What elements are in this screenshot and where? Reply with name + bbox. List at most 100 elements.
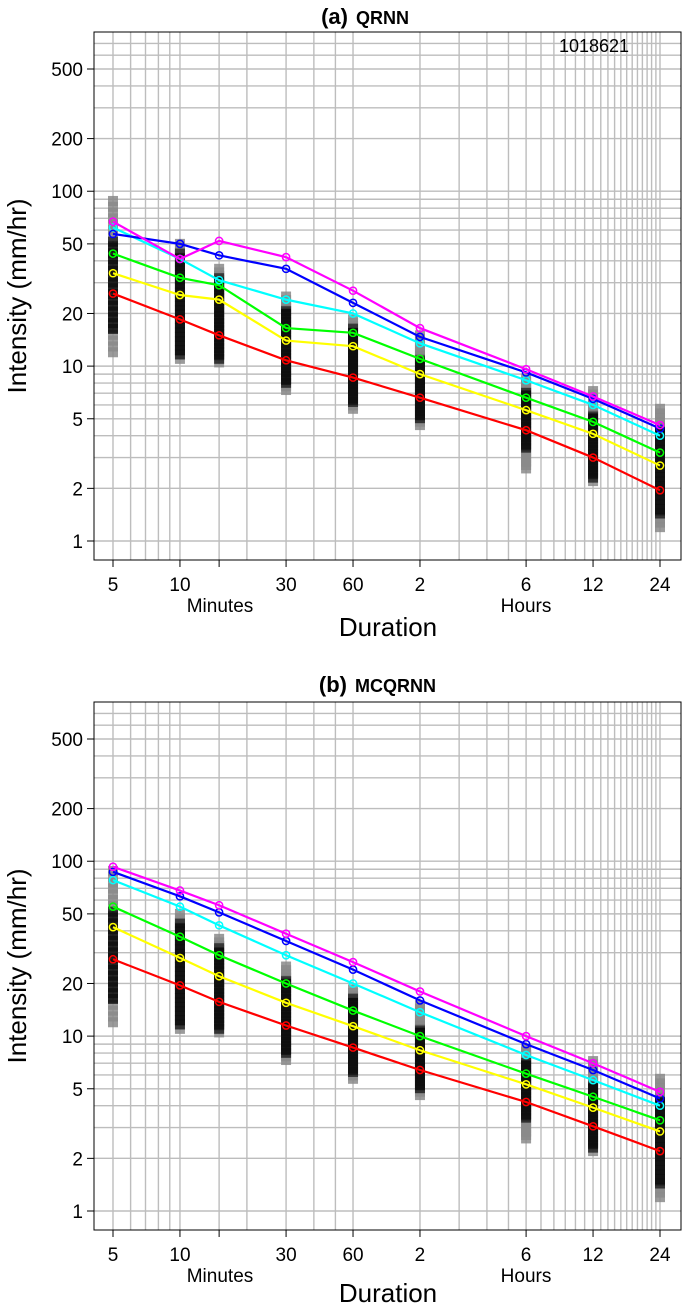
- x-tick-label: 2: [415, 1245, 426, 1266]
- x-tick-label: 60: [342, 575, 363, 596]
- series-point-quantile-1: [281, 355, 291, 365]
- observation-marker: [174, 908, 185, 919]
- series-point-quantile-4: [521, 1050, 531, 1060]
- observations-b: [108, 865, 665, 1203]
- observation-band: [414, 355, 425, 421]
- observation-band: [174, 248, 185, 356]
- x-tick-label: 60: [342, 1245, 363, 1266]
- series-point-quantile-3: [214, 280, 224, 290]
- observation-band: [588, 1081, 599, 1148]
- x-tick-label: 10: [169, 575, 190, 596]
- series-line-quantile-3: [112, 252, 661, 454]
- observation-marker: [521, 373, 532, 384]
- series-point-quantile-3: [348, 1006, 358, 1015]
- series-point-quantile-1: [521, 1097, 531, 1107]
- series-point-quantile-6: [281, 929, 291, 939]
- series-point-quantile-3: [281, 979, 291, 988]
- series-line-quantile-4: [112, 879, 661, 1107]
- series-point-quantile-5: [108, 867, 118, 877]
- x-tick-label: 6: [521, 1245, 532, 1266]
- series-point-quantile-6: [521, 1031, 531, 1041]
- x-tick-labels-b: 5 10 30 60 2 6 12 24: [108, 1230, 671, 1266]
- series-line-quantile-1: [112, 292, 661, 492]
- series-point-quantile-2: [415, 1045, 425, 1055]
- observation-marker: [348, 984, 359, 995]
- observation-marker: [108, 207, 118, 218]
- series-point-quantile-3: [415, 1031, 425, 1041]
- x-tick-labels-a: 5 10 30 60 2 6 12 24: [108, 560, 671, 596]
- observation-marker: [108, 230, 118, 241]
- series-point-quantile-4: [175, 902, 185, 911]
- y-tick-labels-b: 1 2 5 10 20 50 100 200 500: [51, 730, 94, 1223]
- y-tick-label: 10: [62, 1027, 83, 1048]
- y-tick-label: 5: [72, 1080, 83, 1101]
- series-line-quantile-6: [112, 220, 661, 427]
- observation-band: [414, 1025, 425, 1091]
- series-point-quantile-2: [655, 1127, 665, 1136]
- series-point-quantile-3: [588, 1092, 598, 1102]
- plot-frame-a: [93, 31, 682, 561]
- observation-band: [281, 976, 292, 1055]
- observation-band: [521, 387, 532, 451]
- observation-band: [655, 1096, 665, 1186]
- series-point-quantile-6: [175, 886, 185, 895]
- x-unit-minutes-a: Minutes: [187, 596, 254, 617]
- observation-band: [348, 323, 359, 405]
- chart-title-b: MCQRNN: [355, 676, 436, 696]
- series-point-quantile-2: [108, 922, 118, 932]
- observation-band: [281, 306, 292, 385]
- observation-band: [108, 906, 118, 1003]
- observation-marker: [414, 1000, 425, 1011]
- y-tick-label: 50: [62, 235, 83, 256]
- observation-marker: [108, 341, 118, 352]
- chart-title-a: QRNN: [356, 8, 409, 28]
- series-point-quantile-2: [108, 268, 118, 278]
- x-tick-label: 12: [582, 575, 603, 596]
- series-point-quantile-3: [588, 417, 598, 427]
- series-point-quantile-2: [348, 341, 358, 351]
- observation-marker: [108, 889, 118, 900]
- series-point-quantile-3: [521, 393, 531, 403]
- series-point-quantile-2: [588, 429, 598, 439]
- x-tick-label: 30: [276, 1245, 297, 1266]
- observation-marker: [108, 329, 118, 340]
- series-point-quantile-3: [348, 328, 358, 338]
- observation-marker: [108, 1005, 118, 1016]
- series-point-quantile-1: [348, 373, 358, 382]
- observation-marker: [108, 195, 118, 206]
- series-point-quantile-3: [655, 1115, 665, 1125]
- series-point-quantile-1: [348, 1043, 358, 1052]
- y-tick-label: 500: [51, 60, 83, 81]
- observation-marker: [108, 877, 118, 888]
- series-point-quantile-2: [214, 295, 224, 304]
- series-point-quantile-1: [108, 289, 118, 298]
- y-tick-label: 20: [62, 304, 83, 325]
- series-point-quantile-5: [415, 332, 425, 342]
- observation-marker: [414, 330, 425, 341]
- series-point-quantile-5: [175, 239, 185, 249]
- series-point-quantile-1: [214, 330, 224, 340]
- series-point-quantile-3: [108, 902, 118, 911]
- y-tick-label: 10: [62, 357, 83, 378]
- series-point-quantile-1: [415, 1065, 425, 1075]
- series-point-quantile-1: [175, 315, 185, 324]
- series-point-quantile-5: [348, 298, 358, 308]
- observation-marker: [108, 201, 118, 212]
- series-point-quantile-2: [521, 405, 531, 415]
- observation-band: [108, 236, 118, 333]
- x-axis-title-a: Duration: [339, 612, 437, 642]
- series-point-quantile-5: [108, 229, 118, 239]
- x-unit-minutes-b: Minutes: [187, 1266, 254, 1287]
- x-tick-label: 10: [169, 1245, 190, 1266]
- series-point-quantile-1: [588, 453, 598, 462]
- observation-marker: [108, 1011, 118, 1022]
- series-point-quantile-2: [281, 336, 291, 345]
- observation-marker: [108, 335, 118, 346]
- series-point-quantile-6: [214, 236, 224, 246]
- observation-marker: [108, 883, 118, 894]
- observation-marker: [108, 999, 118, 1010]
- observation-marker: [655, 403, 665, 414]
- series-point-quantile-5: [175, 891, 185, 901]
